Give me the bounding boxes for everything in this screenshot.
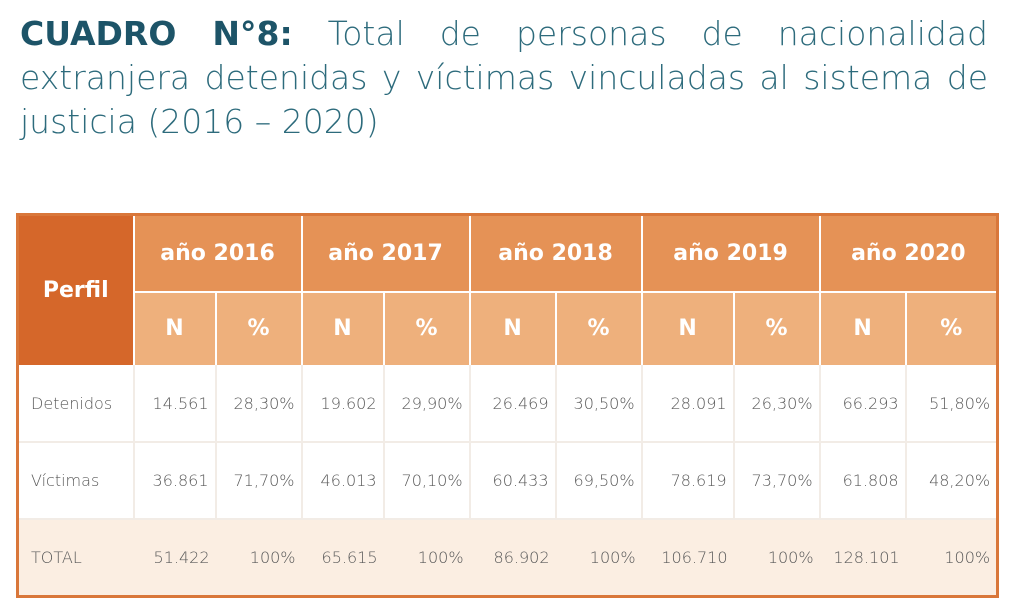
table-row: Víctimas 36.861 71,70% 46.013 70,10% 60.… xyxy=(17,442,998,521)
table-cell: 46.013 xyxy=(301,442,385,521)
sub-header-percent: % xyxy=(383,291,471,366)
year-header-2018: año 2018 xyxy=(469,214,643,293)
table-cell: 100% xyxy=(733,519,820,597)
table-cell: 78.619 xyxy=(641,442,735,521)
table-cell: 66.293 xyxy=(819,365,907,444)
table-row: Detenidos 14.561 28,30% 19.602 29,90% 26… xyxy=(17,365,998,444)
table-cell: 51.422 xyxy=(133,519,216,597)
table-cell: 19.602 xyxy=(301,365,385,444)
table-cell: 100% xyxy=(215,519,302,597)
table-cell: 100% xyxy=(905,519,998,597)
year-header-2016: año 2016 xyxy=(133,214,303,293)
table-cell: 100% xyxy=(555,519,642,597)
year-header-2020: año 2020 xyxy=(819,214,998,293)
sub-header-n: N xyxy=(819,291,907,366)
table-cell: 30,50% xyxy=(555,365,643,444)
table-cell: 29,90% xyxy=(383,365,471,444)
row-label-total: TOTAL xyxy=(17,519,134,597)
year-header-2017: año 2017 xyxy=(301,214,471,293)
table-cell: 51,80% xyxy=(905,365,998,444)
table-cell: 28.091 xyxy=(641,365,735,444)
table-cell: 60.433 xyxy=(469,442,557,521)
table-cell: 26.469 xyxy=(469,365,557,444)
header-row-sub: N % N % N % N % N % xyxy=(18,291,998,366)
table-cell: 73,70% xyxy=(733,442,821,521)
title-lead: CUADRO N°8: xyxy=(20,14,293,53)
sub-header-n: N xyxy=(133,291,217,366)
table-cell: 61.808 xyxy=(819,442,907,521)
sub-header-percent: % xyxy=(555,291,643,366)
sub-header-n: N xyxy=(641,291,735,366)
table-cell: 65.615 xyxy=(301,519,384,597)
data-table: Perfil año 2016 año 2017 año 2018 año 20… xyxy=(16,213,1000,598)
sub-header-percent: % xyxy=(905,291,998,366)
sub-header-percent: % xyxy=(215,291,303,366)
table-cell: 106.710 xyxy=(641,519,734,597)
table-cell: 48,20% xyxy=(905,442,998,521)
table-cell: 100% xyxy=(383,519,470,597)
page-title: CUADRO N°8: Total de personas de naciona… xyxy=(20,12,988,144)
table-cell: 28,30% xyxy=(215,365,303,444)
table-cell: 71,70% xyxy=(215,442,303,521)
table-cell: 69,50% xyxy=(555,442,643,521)
title-text: Total de personas de nacionalidad extran… xyxy=(20,14,988,141)
table-row-total: TOTAL 51.422 100% 65.615 100% 86.902 100… xyxy=(17,519,998,597)
sub-header-n: N xyxy=(469,291,557,366)
sub-header-percent: % xyxy=(733,291,821,366)
table-cell: 128.101 xyxy=(819,519,906,597)
table-cell: 70,10% xyxy=(383,442,471,521)
row-label-victimas: Víctimas xyxy=(17,442,135,521)
sub-header-n: N xyxy=(301,291,385,366)
table-cell: 26,30% xyxy=(733,365,821,444)
header-row-years: Perfil año 2016 año 2017 año 2018 año 20… xyxy=(17,214,998,366)
table-cell: 86.902 xyxy=(469,519,556,597)
perfil-header: Perfil xyxy=(17,214,135,366)
year-header-2019: año 2019 xyxy=(641,214,821,293)
table-cell: 36.861 xyxy=(133,442,217,521)
table-cell: 14.561 xyxy=(133,365,217,444)
row-label-detenidos: Detenidos xyxy=(17,365,135,444)
